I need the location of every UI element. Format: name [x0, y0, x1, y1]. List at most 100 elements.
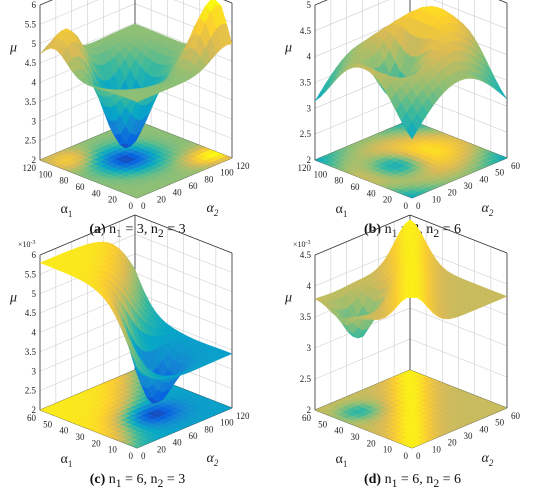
y-tick-label: 20 [448, 438, 458, 448]
x-tick-label: 60 [302, 413, 312, 423]
z-tick-label: 4.5 [25, 58, 37, 68]
z-tick-label: 2.5 [25, 136, 37, 146]
panel-caption: (d) n1 = 6, n2 = 6 [363, 472, 462, 490]
surface-cell [131, 354, 143, 373]
z-tick-label: 4 [307, 52, 312, 62]
z-tick-label: 3 [307, 103, 312, 113]
y-tick-label: 10 [432, 444, 442, 454]
x-tick-label: 40 [367, 188, 377, 198]
z-tick-label: 3.5 [25, 97, 37, 107]
surface-cell [496, 86, 508, 100]
y-tick-label: 10 [432, 194, 442, 204]
panel-caption: (c) n1 = 6, n2 = 3 [89, 472, 186, 490]
x-tick-label: 100 [39, 169, 53, 179]
y-tick-label: 20 [157, 444, 167, 454]
x-tick-label: 10 [108, 445, 118, 455]
x-tick-label: 100 [314, 169, 328, 179]
z-tick-label: 4.5 [25, 308, 37, 318]
y-axis-label: α2 [482, 201, 494, 218]
z-tick-label: 6 [32, 250, 37, 260]
y-axis-label-sub: 2 [489, 458, 494, 468]
x-tick-label: 40 [334, 426, 344, 436]
z-exponent-label: ×10-3 [293, 240, 311, 249]
y-tick-label: 40 [173, 438, 183, 448]
x-tick-label: 120 [298, 163, 312, 173]
x-tick-label: 80 [334, 176, 344, 186]
x-tick-label: 30 [351, 432, 361, 442]
x-tick-label: 60 [27, 413, 37, 423]
z-tick-label: 5 [307, 0, 312, 10]
surface-cell [406, 293, 418, 299]
z-tick-label: 3.5 [25, 347, 37, 357]
x-axis-label-sub: 1 [343, 459, 348, 469]
y-axis-label: α2 [207, 201, 219, 218]
surface-cell [406, 121, 418, 140]
y-tick-label: 50 [495, 168, 505, 178]
y-axis-label-sub: 2 [214, 208, 219, 218]
y-tick-label: 0 [141, 201, 146, 211]
x-tick-label: 20 [367, 438, 377, 448]
z-tick-label: 4 [32, 328, 37, 338]
floor-contour-map [39, 369, 233, 449]
panel-tag: (b) [363, 222, 382, 237]
x-tick-label: 40 [59, 426, 69, 436]
y-axis-label-sub: 2 [489, 208, 494, 218]
z-grid-line [314, 0, 508, 6]
x-tick-label: 120 [23, 163, 37, 173]
chart-panel-d: 2 2.5 3 3.5 4 4.5 60 50 40 30 20 10 0 0 10 20 30 40 50 60 ×1… [275, 214, 550, 499]
x-tick-label: 20 [92, 438, 102, 448]
z-axis-label: μ [284, 291, 292, 306]
z-tick-label: 5.5 [25, 269, 37, 279]
y-tick-label: 20 [157, 194, 167, 204]
chart-panel-c: 2 2.5 3 3.5 4 4.5 5 5.5 6 60 50 40 30 20 10 0 0 20 40 60 80 1… [0, 214, 275, 499]
surface [39, 241, 233, 404]
y-tick-label: 30 [464, 181, 474, 191]
floor-contour-map [314, 119, 508, 199]
surface [314, 6, 508, 140]
y-tick-label: 50 [495, 418, 505, 428]
x-tick-label: 20 [383, 195, 393, 205]
box-edge [39, 214, 136, 256]
y-tick-label: 120 [236, 161, 250, 171]
x-axis-label: α1 [61, 452, 73, 469]
z-tick-label: 2.5 [300, 129, 312, 139]
x-tick-label: 0 [129, 451, 134, 461]
surface-cell [131, 97, 143, 103]
z-tick-label: 2 [307, 405, 312, 415]
floor-contour-map [314, 369, 508, 449]
z-tick-label: 4 [32, 78, 37, 88]
x-axis-label: α1 [336, 202, 348, 219]
y-axis-label: α2 [482, 451, 494, 468]
x-axis-label: α1 [61, 202, 73, 219]
y-tick-label: 60 [511, 161, 521, 171]
y-tick-label: 0 [416, 451, 421, 461]
y-tick-label: 0 [416, 201, 421, 211]
z-tick-label: 2 [307, 155, 312, 165]
z-tick-label: 6 [32, 0, 37, 10]
y-tick-label: 80 [204, 424, 214, 434]
z-tick-label: 3 [32, 366, 37, 376]
x-tick-label: 20 [108, 195, 118, 205]
floor-cell [404, 369, 416, 375]
y-tick-label: 30 [464, 431, 474, 441]
x-axis-label-sub: 1 [343, 209, 348, 219]
panel-caption: (a) n1 = 3, n2 = 3 [89, 222, 186, 240]
chart-panel-b: 2 2.5 3 3.5 4 4.5 5 120 100 80 60 40 20 0 0 10 20 30 40 50 6… [275, 0, 550, 249]
panel-tag: (d) [363, 472, 382, 487]
surface-plot: 2 2.5 3 3.5 4 4.5 60 50 40 30 20 10 0 0 10 20 30 40 50 60 ×1… [284, 214, 521, 469]
z-tick-label: 5 [32, 289, 37, 299]
x-tick-label: 80 [59, 176, 69, 186]
y-tick-label: 60 [189, 181, 199, 191]
y-tick-label: 80 [204, 174, 214, 184]
x-tick-label: 0 [404, 451, 409, 461]
box-edge [134, 214, 233, 254]
z-exponent-power: -3 [31, 240, 36, 246]
z-exponent-power: -3 [306, 240, 311, 246]
z-tick-label: 4.5 [300, 250, 312, 260]
